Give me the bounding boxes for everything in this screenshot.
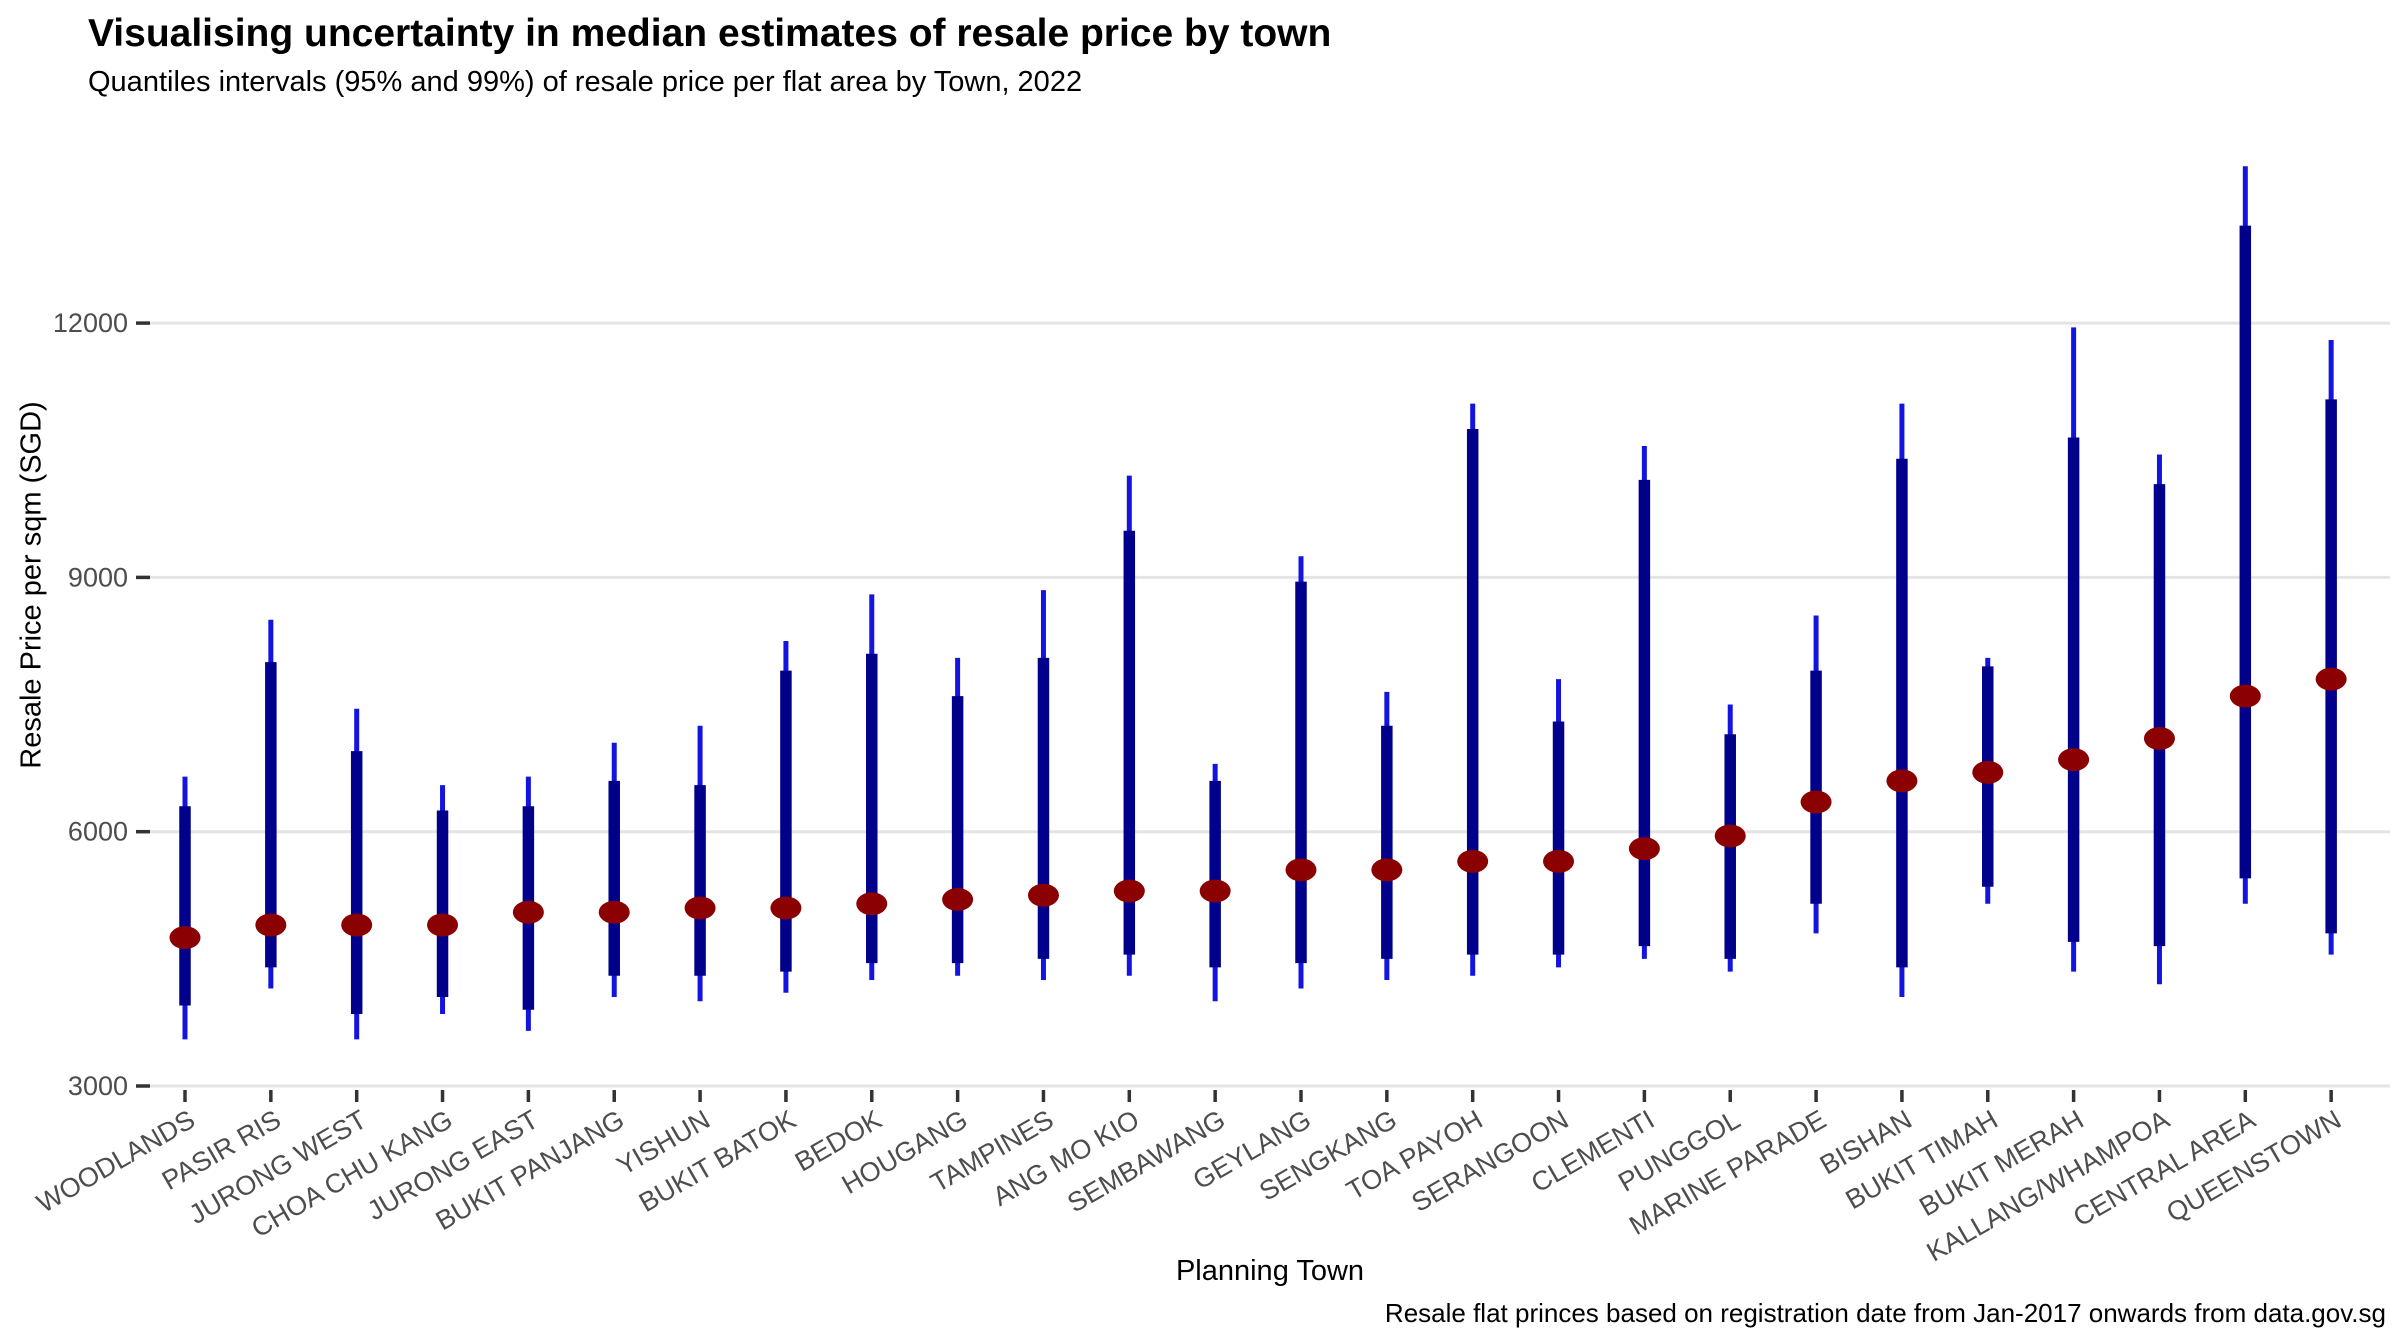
chart-title: Visualising uncertainty in median estima… [88, 12, 1332, 55]
median-point [2229, 684, 2261, 708]
median-point [770, 896, 802, 920]
median-point [512, 900, 544, 924]
median-point [2315, 667, 2347, 691]
median-point [169, 926, 201, 950]
median-point [1285, 858, 1317, 882]
median-point [2143, 726, 2175, 750]
chart-caption: Resale flat princes based on registratio… [1384, 1298, 2386, 1328]
median-point [1113, 879, 1145, 903]
median-point [1457, 849, 1489, 873]
y-tick-label: 6000 [68, 817, 128, 847]
y-tick-label: 3000 [68, 1071, 128, 1101]
median-point [1628, 837, 1660, 861]
median-point [598, 900, 630, 924]
median-point [341, 913, 373, 937]
median-point [1886, 769, 1918, 793]
median-point [1027, 883, 1059, 907]
y-tick-label: 12000 [53, 308, 128, 338]
median-point [1543, 849, 1575, 873]
median-point [1800, 790, 1832, 814]
median-point [856, 892, 888, 916]
x-axis-title: Planning Town [1175, 1255, 1365, 1287]
median-point [1972, 760, 2004, 784]
median-point [684, 896, 716, 920]
median-point [1714, 824, 1746, 848]
median-point [2058, 748, 2090, 772]
median-point [942, 888, 974, 912]
y-tick-label: 9000 [68, 562, 128, 592]
median-point [1199, 879, 1231, 903]
chart-subtitle: Quantiles intervals (95% and 99%) of res… [88, 66, 1083, 98]
median-point [255, 913, 287, 937]
median-point [1371, 858, 1403, 882]
median-point [427, 913, 459, 937]
